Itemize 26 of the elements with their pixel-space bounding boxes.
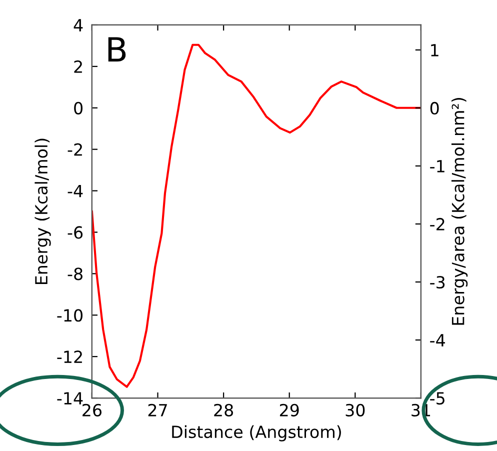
y2-tick-label: 0 (430, 102, 439, 115)
y-tick-label: -12 (57, 350, 82, 363)
y-tick-label: -10 (57, 309, 83, 322)
annotation: B (108, 37, 126, 62)
x-axis-title: Distance (Angstrom) (172, 425, 341, 442)
y2-axis-title: Energy/area (Kcal/mol.nm²) (451, 98, 468, 325)
y2-tick-label: -4 (430, 334, 445, 346)
y-tick-label: -2 (68, 143, 82, 156)
y2-tick-label: -2 (430, 218, 444, 230)
x-tick-label: 26 (82, 404, 102, 416)
y2-tick-label: -3 (430, 276, 445, 289)
y2-tick-label: -5 (430, 392, 444, 405)
y-tick-label: 0 (74, 102, 83, 114)
y-axis-title: Energy (Kcal/mol) (34, 138, 51, 284)
x-tick-label: 28 (214, 404, 234, 416)
y-tick-label: -14 (57, 392, 83, 404)
y-tick-label: -8 (68, 268, 82, 280)
x-tick-label: 29 (280, 404, 299, 416)
x-tick-label: 27 (148, 404, 167, 416)
y-tick-label: -4 (68, 184, 83, 198)
y-tick-label: -6 (68, 226, 83, 239)
y-tick-label: 4 (74, 19, 83, 32)
x-tick-label: 30 (346, 404, 365, 416)
y2-tick-label: 1 (431, 44, 438, 56)
y-tick-label: 2 (74, 60, 82, 73)
y2-tick-label: -1 (430, 160, 444, 172)
